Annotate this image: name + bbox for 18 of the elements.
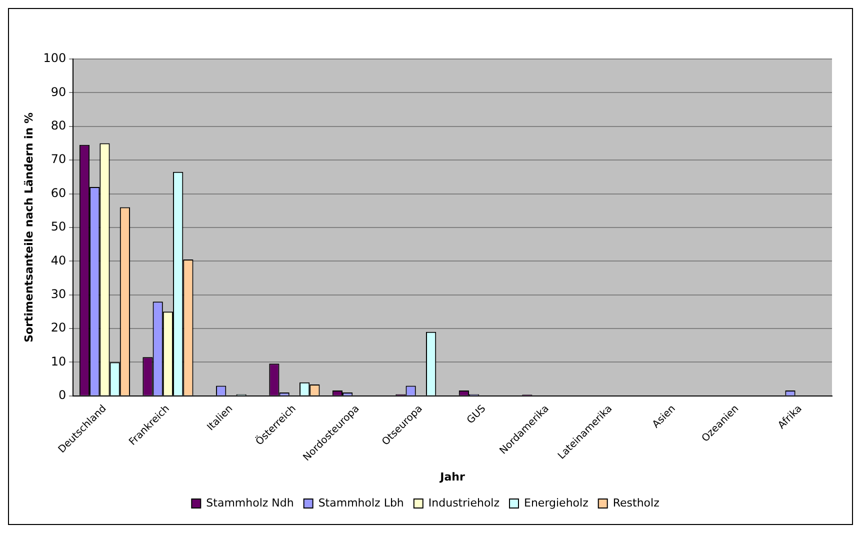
y-tick-label: 80 xyxy=(50,118,66,133)
legend-label: Energieholz xyxy=(524,496,589,510)
y-tick-label: 90 xyxy=(50,84,66,99)
y-tick-label: 60 xyxy=(50,186,66,200)
y-tick-label: 20 xyxy=(50,320,66,335)
legend-label: Industrieholz xyxy=(428,496,500,510)
y-tick-label: 70 xyxy=(50,152,66,166)
y-tick-label: 40 xyxy=(50,253,66,268)
y-axis-title: Sortimentsanteile nach Ländern in % xyxy=(22,112,36,342)
legend-label: Stammholz Lbh xyxy=(318,496,404,510)
y-tick-label: 50 xyxy=(50,220,66,234)
y-tick-label: 30 xyxy=(50,286,66,301)
y-tick-label: 100 xyxy=(43,51,66,66)
y-tick-label: 10 xyxy=(50,354,66,368)
legend-label: Stammholz Ndh xyxy=(206,496,294,510)
x-axis-title: Jahr xyxy=(439,470,466,484)
y-tick-label: 0 xyxy=(58,388,66,402)
legend-label: Restholz xyxy=(612,496,660,510)
